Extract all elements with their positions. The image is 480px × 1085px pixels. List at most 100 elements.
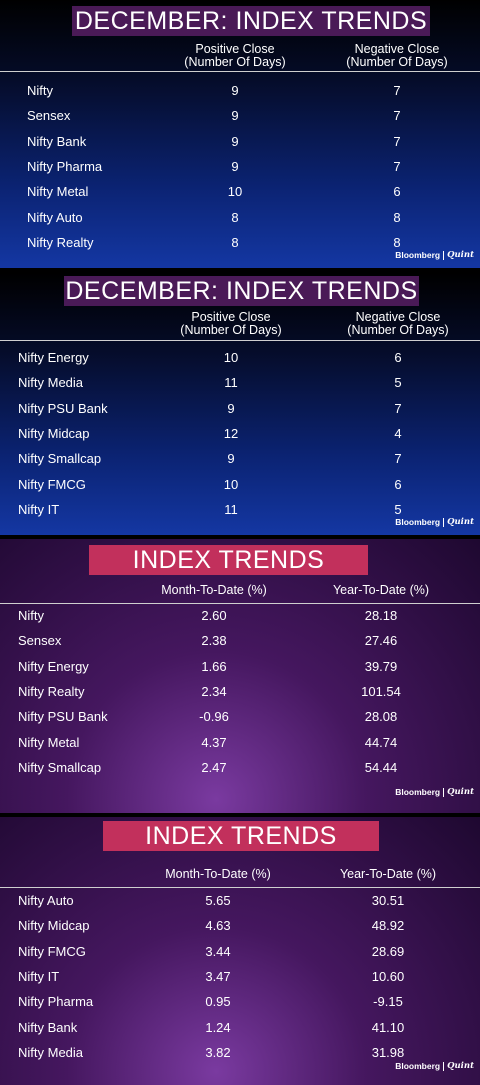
column-header-line: Year-To-Date (%): [339, 867, 437, 881]
row-label: Nifty PSU Bank: [18, 709, 108, 725]
table-title: DECEMBER: INDEX TRENDS: [72, 6, 430, 36]
column-header-line: Positive Close: [191, 310, 271, 324]
cell-value: 6: [394, 350, 402, 365]
table-panel-2: DECEMBER: INDEX TRENDS Positive Close (Num…: [0, 273, 480, 535]
cell-value: 7: [393, 158, 401, 174]
row-label: Nifty Media: [18, 1044, 84, 1060]
cell-value: 44.74: [364, 734, 398, 750]
brand-name-2: Quint: [447, 1061, 474, 1071]
cell-value: 28.08: [364, 709, 398, 725]
column-header-line: Year-To-Date (%): [332, 583, 430, 597]
brand-name-1: Bloomberg: [395, 250, 441, 260]
column-header-line: (Number Of Days): [180, 323, 282, 337]
cell-value: 5: [394, 501, 402, 517]
cell-value: 3.44: [205, 943, 231, 959]
row-label: Nifty Smallcap: [18, 759, 102, 775]
table-title: INDEX TRENDS: [103, 821, 379, 851]
cell-value: 1.66: [201, 658, 227, 674]
column-header-line: Month-To-Date (%): [165, 867, 271, 881]
row-label: Nifty Metal: [27, 184, 89, 200]
cell-value: 9: [227, 400, 235, 416]
column-header: Negative Close (Number Of Days): [322, 43, 472, 69]
cell-value: 8: [393, 209, 401, 225]
cell-value: 5: [394, 375, 402, 391]
row-label: Nifty Bank: [27, 133, 87, 149]
column-header: Year-To-Date (%): [306, 584, 456, 597]
cell-value: 2.34: [201, 683, 227, 699]
table-panel-1: DECEMBER: INDEX TRENDS Positive Close (Num…: [0, 0, 480, 268]
row-label: Nifty IT: [18, 968, 60, 984]
column-header: Month-To-Date (%): [139, 584, 289, 597]
table-title: DECEMBER: INDEX TRENDS: [64, 276, 419, 306]
brand-divider: [443, 250, 445, 260]
cell-value: 28.18: [364, 608, 398, 623]
brand-name-1: Bloomberg: [395, 1061, 441, 1071]
brand-logo: Bloomberg Quint: [395, 787, 474, 797]
brand-divider: [443, 1061, 445, 1071]
column-header-line: Positive Close: [195, 42, 275, 56]
cell-value: 39.79: [364, 658, 398, 674]
column-header-line: Negative Close: [354, 42, 440, 56]
cell-value: 27.46: [364, 633, 398, 649]
brand-divider: [443, 517, 445, 527]
cell-value: 2.60: [201, 608, 227, 623]
cell-value: 10.60: [371, 968, 405, 984]
row-label: Nifty: [18, 608, 44, 623]
header-rule: [0, 71, 480, 72]
cell-value: 11: [224, 501, 238, 517]
cell-value: 5.65: [205, 893, 231, 908]
cell-value: 101.54: [361, 683, 401, 699]
cell-value: 11: [224, 375, 238, 391]
cell-value: 0.95: [205, 994, 231, 1010]
column-header: Negative Close (Number Of Days): [323, 311, 473, 337]
row-label: Nifty Smallcap: [18, 451, 102, 467]
row-label: Nifty Pharma: [27, 158, 103, 174]
column-header-line: Negative Close: [355, 310, 441, 324]
cell-value: 4: [394, 425, 402, 441]
table-panel-4: INDEX TRENDS Month-To-Date (%) Year-To-Dat…: [0, 817, 480, 1085]
table-panel-3: INDEX TRENDS Month-To-Date (%) Year-To-Dat…: [0, 539, 480, 813]
column-header: Month-To-Date (%): [143, 868, 293, 881]
cell-value: 8: [231, 234, 239, 250]
cell-value: 10: [223, 476, 239, 492]
cell-value: 6: [394, 476, 402, 492]
header-rule: [0, 340, 480, 341]
row-label: Sensex: [27, 108, 71, 124]
cell-value: 9: [227, 451, 235, 467]
cell-value: 7: [393, 108, 401, 124]
column-header-line: (Number Of Days): [347, 323, 449, 337]
row-label: Nifty Auto: [27, 209, 83, 225]
row-label: Nifty Pharma: [18, 994, 94, 1010]
brand-name-1: Bloomberg: [395, 787, 441, 797]
column-header-line: Month-To-Date (%): [161, 583, 267, 597]
cell-value: 28.69: [371, 943, 405, 959]
row-label: Nifty Metal: [18, 734, 80, 750]
cell-value: -9.15: [373, 994, 403, 1010]
cell-value: 6: [393, 184, 401, 200]
cell-value: 7: [393, 83, 401, 98]
column-header-line: (Number Of Days): [184, 55, 286, 69]
table-title: INDEX TRENDS: [89, 545, 368, 575]
row-label: Nifty Realty: [27, 234, 94, 250]
cell-value: 12: [223, 425, 239, 441]
row-label: Nifty Auto: [18, 893, 74, 908]
row-label: Nifty: [27, 83, 53, 98]
cell-value: 10: [223, 350, 239, 365]
cell-value: 54.44: [364, 759, 398, 775]
brand-divider: [443, 787, 445, 797]
column-header: Year-To-Date (%): [313, 868, 463, 881]
brand-logo: Bloomberg Quint: [395, 1061, 474, 1071]
cell-value: 7: [394, 400, 402, 416]
cell-value: 2.47: [201, 759, 227, 775]
row-label: Nifty FMCG: [18, 476, 86, 492]
cell-value: 2.38: [201, 633, 227, 649]
row-label: Nifty IT: [18, 501, 60, 517]
row-label: Nifty FMCG: [18, 943, 86, 959]
header-rule: [0, 603, 480, 604]
row-label: Nifty Midcap: [18, 425, 90, 441]
brand-name-2: Quint: [447, 517, 474, 527]
cell-value: 31.98: [371, 1044, 405, 1060]
cell-value: 48.92: [371, 918, 405, 934]
brand-name-1: Bloomberg: [395, 517, 441, 527]
cell-value: 9: [231, 108, 239, 124]
